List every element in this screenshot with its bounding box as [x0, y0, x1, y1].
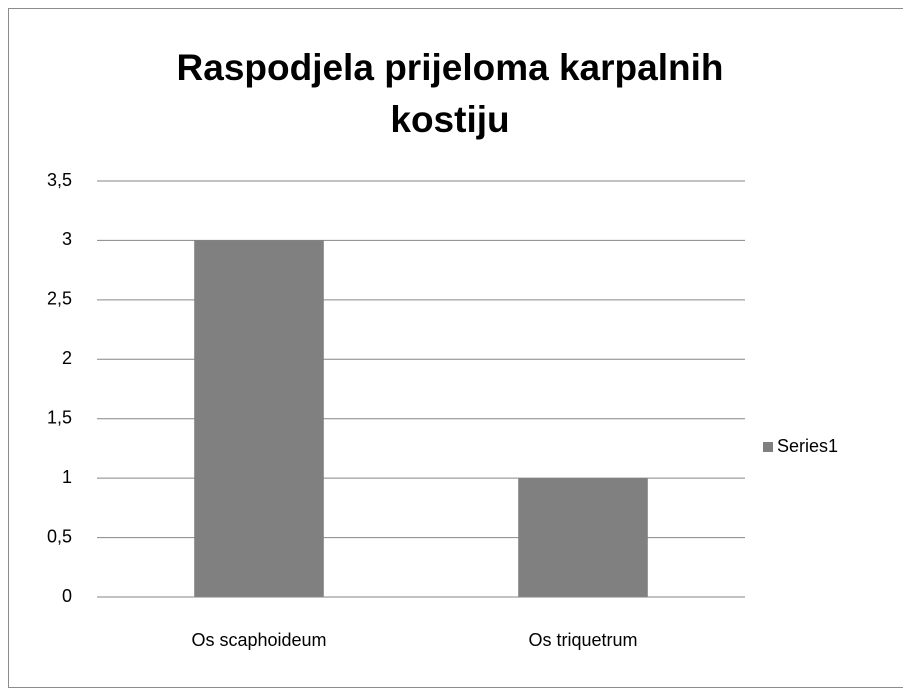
chart-title: Raspodjela prijeloma karpalnih kostiju: [176, 47, 724, 140]
y-tick-label: 2,5: [47, 289, 72, 309]
bar: [194, 240, 324, 597]
x-tick-label: Os scaphoideum: [191, 630, 326, 650]
legend-swatch: [763, 442, 773, 452]
y-tick-label: 3: [62, 229, 72, 249]
y-tick-label: 0: [62, 586, 72, 606]
y-tick-label: 0,5: [47, 526, 72, 546]
legend-label: Series1: [777, 436, 838, 456]
x-tick-label: Os triquetrum: [528, 630, 637, 650]
y-tick-label: 1: [62, 467, 72, 487]
y-tick-label: 1,5: [47, 407, 72, 427]
y-tick-label: 2: [62, 348, 72, 368]
bar: [518, 478, 648, 597]
y-tick-label: 3,5: [47, 170, 72, 190]
